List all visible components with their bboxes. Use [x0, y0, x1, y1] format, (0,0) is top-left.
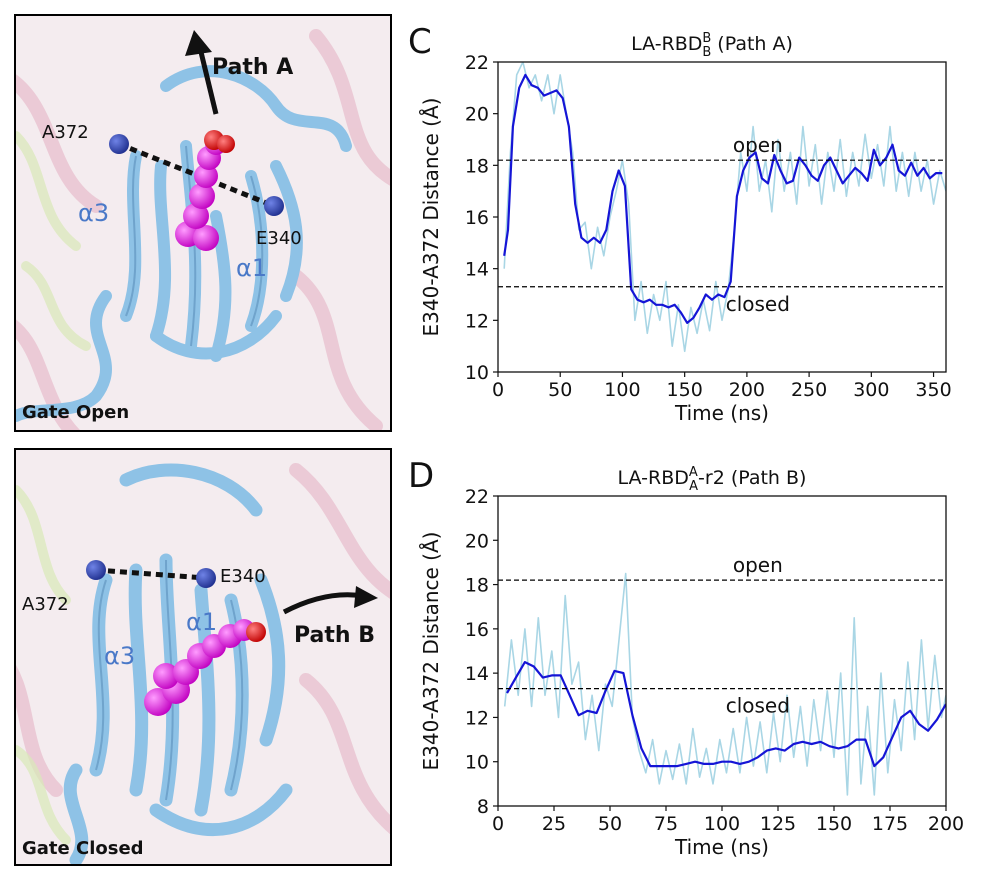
chart-c-ytick-label: 14	[465, 259, 489, 281]
chart-c-ytick-label: 12	[465, 310, 489, 332]
chart-d-xtick-label: 50	[598, 813, 622, 835]
molecule-render-gate-open: Path A A372 E340 α3 α1 Gate Open	[14, 14, 392, 432]
chart-d-ytick-label: 18	[465, 575, 489, 597]
chart-d-ytick-label: 16	[465, 619, 489, 641]
chart-c-ytick-label: 18	[465, 155, 489, 177]
chart-d-ytick-label: 20	[465, 530, 489, 552]
helix-alpha3-label: α3	[78, 199, 109, 227]
chart-c-xtick-label: 150	[667, 379, 703, 401]
chart-d-xtick-label: 25	[542, 813, 566, 835]
chart-c-container: open closed 0 50 100 150 200 250 300 350 10 12 14 16 1…	[400, 18, 980, 438]
chart-c-xtick-label: 350	[915, 379, 951, 401]
chart-c-xtick-label: 100	[604, 379, 640, 401]
residue-e340-label: E340	[256, 228, 302, 249]
residue-a372-label-b: A372	[22, 594, 69, 615]
chart-d-ytick-label: 22	[465, 486, 489, 508]
chart-d-ytick-label: 12	[465, 707, 489, 729]
chart-c-ref-label-closed: closed	[726, 292, 790, 316]
chart-d-ytick-label: 14	[465, 663, 489, 685]
chart-d-ytick-label: 10	[465, 752, 489, 774]
chart-c-xtick-label: 0	[492, 379, 504, 401]
chart-d-plot-frame	[497, 495, 947, 807]
chart-c-xtick-label: 50	[548, 379, 572, 401]
helix-alpha3-label-b: α3	[104, 642, 135, 670]
residue-e340-label-b: E340	[220, 566, 266, 587]
chart-d-xtick-label: 75	[654, 813, 678, 835]
residue-a372-label: A372	[42, 122, 89, 143]
chart-d-container: open closed 0 25 50 75 100 125 150 175 200 8 10 12 14 1…	[400, 452, 980, 872]
path-a-label: Path A	[212, 55, 293, 80]
chart-c-xaxis-label: Time (ns)	[674, 401, 769, 425]
chart-d-title: LA-RBDA A-r2 (Path B)	[618, 465, 807, 494]
gate-closed-label: Gate Closed	[22, 838, 144, 859]
chart-d-series-smoothed	[506, 661, 946, 768]
chart-d-yaxis-label: E340-A372 Distance (Å)	[419, 532, 443, 771]
panel-label-d: D	[408, 456, 435, 496]
protein-illustration-b: Path B A372 E340 α3 α1 Gate Closed	[16, 450, 390, 864]
chart-c-ytick-label: 22	[465, 52, 489, 74]
protein-illustration-a: Path A A372 E340 α3 α1 Gate Open	[16, 16, 390, 430]
chart-d-ref-label-open: open	[733, 553, 783, 577]
helix-alpha1-label-b: α1	[186, 608, 217, 636]
chart-c: open closed 0 50 100 150 200 250 300 350 10 12 14 16 1…	[419, 31, 952, 425]
chart-d-xtick-label: 100	[704, 813, 740, 835]
panel-label-c: C	[408, 22, 432, 62]
chart-d-ref-label-closed: closed	[726, 694, 790, 718]
chart-d-xtick-label: 175	[872, 813, 908, 835]
molecule-render-gate-closed: Path B A372 E340 α3 α1 Gate Closed	[14, 448, 392, 866]
chart-c-title: LA-RBDB B (Path A)	[631, 31, 793, 60]
chart-c-ytick-label: 16	[465, 207, 489, 229]
chart-d-xtick-label: 200	[928, 813, 964, 835]
chart-d-series-raw	[503, 572, 946, 796]
path-b-label: Path B	[294, 623, 375, 648]
chart-c-xtick-label: 300	[853, 379, 889, 401]
chart-d: open closed 0 25 50 75 100 125 150 175 200 8 10 12 14 1…	[419, 465, 964, 859]
chart-d-xtick-label: 150	[816, 813, 852, 835]
chart-d-xtick-label: 0	[492, 813, 504, 835]
chart-c-xtick-label: 200	[729, 379, 765, 401]
chart-d-ytick-label: 8	[477, 796, 489, 818]
chart-c-ytick-label: 10	[465, 362, 489, 384]
gate-open-label: Gate Open	[22, 402, 129, 423]
chart-c-ytick-label: 20	[465, 104, 489, 126]
chart-c-yaxis-label: E340-A372 Distance (Å)	[419, 98, 443, 337]
chart-d-xaxis-label: Time (ns)	[674, 835, 769, 859]
chart-c-xtick-label: 250	[791, 379, 827, 401]
chart-c-series-smoothed	[503, 73, 943, 324]
chart-c-ref-label-open: open	[733, 133, 783, 157]
helix-alpha1-label: α1	[236, 254, 267, 282]
chart-d-xtick-label: 125	[760, 813, 796, 835]
